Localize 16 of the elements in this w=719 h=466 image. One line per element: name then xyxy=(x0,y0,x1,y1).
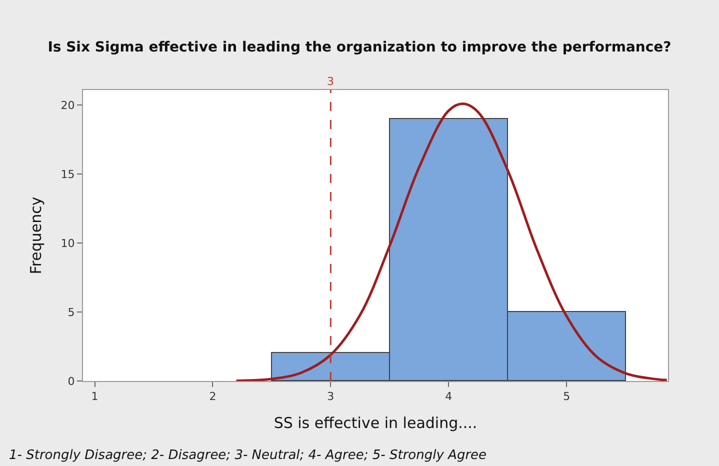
line-series xyxy=(235,102,668,381)
chart-title: Is Six Sigma effective in leading the organization to improve the performance? xyxy=(48,40,672,56)
y-tick-label: 5 xyxy=(68,306,75,319)
y-axis-title: Frequency xyxy=(27,196,46,274)
x-tick-label: 3 xyxy=(327,390,334,404)
x-axis-title: SS is effective in leading.... xyxy=(274,414,478,432)
x-tick-label: 1 xyxy=(91,390,98,404)
x-tick-label: 5 xyxy=(563,390,570,404)
y-tick-label: 10 xyxy=(60,236,75,250)
y-tick-label: 15 xyxy=(60,168,75,181)
y-tick-label: 20 xyxy=(60,99,75,112)
x-tick-label: 4 xyxy=(445,390,452,404)
x-tick-label: 2 xyxy=(209,390,216,404)
y-tick-label: 0 xyxy=(68,374,75,388)
ref-line-label: 3 xyxy=(327,75,334,88)
text: 1- Strongly Disagree; 2- Disagree; 3- Neutral; 4- Agree; 5- Strongly Agree xyxy=(9,448,487,463)
